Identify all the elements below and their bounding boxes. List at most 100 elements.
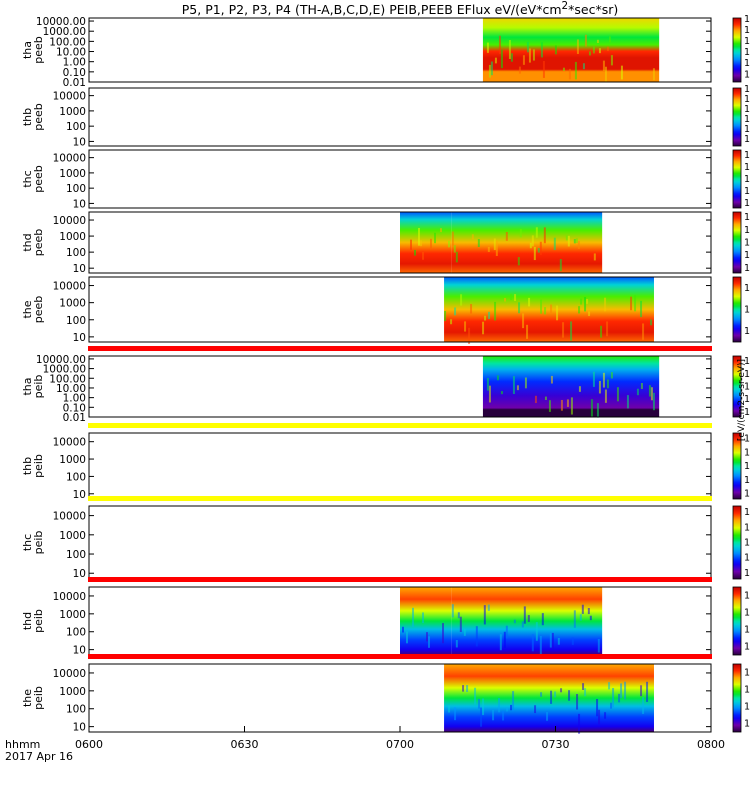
y-tick-label: 100 — [66, 121, 86, 133]
spectrogram-texture — [428, 636, 430, 648]
spectrogram-texture — [470, 304, 473, 314]
spectrogram-texture — [498, 35, 501, 54]
spectrogram-texture — [517, 257, 520, 266]
spectrogram-texture — [448, 705, 451, 713]
spectrogram-texture — [513, 619, 516, 624]
spectrogram-texture — [444, 310, 447, 322]
spectrogram-texture — [596, 699, 599, 717]
spectrogram-texture — [505, 625, 508, 639]
spectrogram-texture — [557, 637, 560, 645]
spectrogram-texture — [553, 237, 556, 251]
y-tick-label: 100 — [66, 627, 86, 639]
colorbar-tick-label: 104 — [744, 56, 750, 69]
spectrogram-texture — [636, 388, 639, 396]
panel-label-product: peib — [32, 375, 45, 399]
y-tick-label: 10000 — [53, 437, 86, 449]
spectrogram-texture — [499, 634, 502, 651]
panel-label-product: peeb — [32, 296, 45, 324]
spectrogram-texture — [620, 683, 623, 699]
colorbar-tick-label: 106 — [744, 102, 750, 115]
y-tick-label: 1000 — [59, 609, 86, 621]
spin-line — [88, 654, 712, 659]
y-tick-label: 10000.00 — [36, 354, 86, 366]
spectrogram-texture — [518, 66, 521, 74]
spectrogram-texture — [573, 239, 576, 244]
spectrogram-texture — [650, 319, 653, 326]
colorbar — [732, 17, 742, 83]
y-tick-label: 10 — [73, 198, 86, 210]
y-tick-label: 1000 — [59, 454, 86, 466]
spectrogram-texture — [559, 259, 562, 272]
spectrogram-texture — [586, 299, 589, 304]
y-tick-label: 100 — [66, 247, 86, 259]
colorbar-tick-label: 105 — [744, 172, 750, 185]
panel-frame — [88, 17, 712, 83]
spectrogram-texture — [540, 692, 543, 697]
colorbar-tick-label: 107 — [744, 23, 750, 36]
colorbar-tick-label: 106 — [744, 666, 750, 679]
spectrogram-texture — [598, 48, 601, 54]
colorbar-tick-label: 106 — [744, 367, 750, 380]
x-tick-label: 0700 — [386, 738, 414, 751]
spectrogram-texture — [488, 311, 491, 319]
y-tick-label: 10 — [73, 263, 86, 275]
colorbar-tick-label: 103 — [744, 566, 750, 579]
spectrogram-texture — [504, 298, 507, 302]
spectrogram-texture — [634, 295, 637, 312]
panel-label-probe: the — [21, 689, 34, 707]
spectrogram-texture — [496, 375, 499, 381]
colorbar — [732, 663, 742, 733]
spectrogram-texture — [486, 378, 489, 391]
panel-label-probe: thb — [21, 108, 34, 126]
spectrogram-texture — [466, 685, 469, 692]
spectrogram-texture — [529, 242, 532, 249]
spectrogram-texture — [550, 375, 553, 384]
spectrogram-texture — [514, 294, 517, 302]
spectrogram-texture — [488, 64, 491, 78]
spectrogram-texture — [440, 228, 442, 233]
spectrogram-texture — [608, 36, 611, 43]
spectrogram-texture — [550, 690, 553, 704]
spectrogram-texture — [640, 382, 643, 390]
spectrogram-texture — [533, 246, 536, 261]
colorbar-tick-label: 105 — [744, 536, 750, 549]
spectrogram-texture — [480, 707, 483, 727]
panel-frame — [88, 276, 712, 343]
spectrogram-texture — [541, 613, 544, 626]
colorbar-tick-label: 105 — [744, 236, 750, 249]
spectrogram-texture — [519, 228, 522, 238]
spectrogram-texture — [531, 235, 534, 247]
panel-label-probe: thd — [21, 612, 34, 630]
spectrogram-texture — [606, 46, 609, 52]
spectrogram-texture — [588, 311, 591, 317]
spectrogram-texture — [540, 299, 543, 314]
colorbar-tick-label: 105 — [744, 112, 750, 125]
spectrogram-texture — [490, 61, 493, 76]
y-tick-label: 100 — [66, 704, 86, 716]
spectrogram-texture — [502, 711, 505, 721]
colorbar-tick-label: 105 — [744, 606, 750, 619]
spectrogram-texture — [612, 688, 615, 708]
y-tick-label: 10.00 — [56, 47, 86, 59]
spectrogram-texture — [556, 305, 559, 321]
y-tick-label: 100 — [66, 315, 86, 327]
y-tick-label: 10000 — [53, 591, 86, 603]
spectrogram-texture — [576, 693, 579, 710]
panel-label-product: peib — [32, 531, 45, 555]
spectrogram-texture — [610, 372, 613, 379]
spectrogram-texture — [578, 713, 581, 734]
spectrogram-texture — [596, 39, 599, 44]
spectrogram-texture — [542, 60, 545, 78]
spectrogram-texture — [486, 42, 489, 53]
colorbar — [732, 149, 742, 209]
colorbar — [732, 87, 742, 147]
panel-label-product: peeb — [32, 229, 45, 257]
spectrogram-segment — [451, 587, 603, 655]
spectrogram-texture — [422, 252, 424, 260]
colorbar-tick-label: 103 — [744, 67, 750, 80]
spectrogram-texture — [510, 704, 513, 711]
y-tick-label: 10000 — [53, 668, 86, 680]
spectrogram-texture — [598, 709, 601, 725]
colorbar-tick-label: 105 — [744, 683, 750, 696]
